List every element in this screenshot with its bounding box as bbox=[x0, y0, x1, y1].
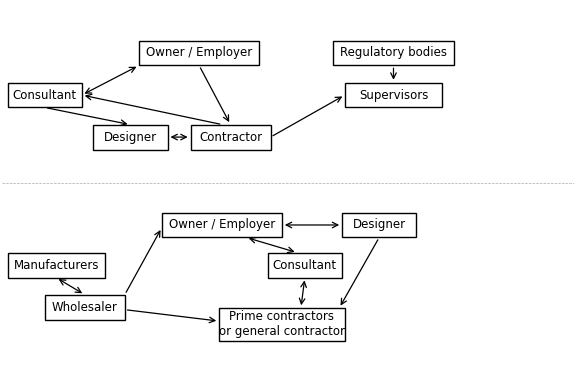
FancyBboxPatch shape bbox=[162, 213, 282, 238]
FancyBboxPatch shape bbox=[342, 213, 416, 238]
Text: Owner / Employer: Owner / Employer bbox=[146, 47, 252, 60]
Text: Owner / Employer: Owner / Employer bbox=[169, 219, 275, 231]
FancyBboxPatch shape bbox=[139, 40, 259, 65]
Text: Supervisors: Supervisors bbox=[359, 89, 428, 102]
FancyBboxPatch shape bbox=[45, 295, 125, 320]
FancyBboxPatch shape bbox=[93, 125, 168, 149]
Text: Manufacturers: Manufacturers bbox=[13, 259, 99, 272]
Text: Regulatory bodies: Regulatory bodies bbox=[340, 47, 447, 60]
Text: Designer: Designer bbox=[352, 219, 406, 231]
Text: Designer: Designer bbox=[104, 131, 157, 144]
FancyBboxPatch shape bbox=[7, 253, 105, 278]
FancyBboxPatch shape bbox=[268, 253, 342, 278]
Text: Wholesaler: Wholesaler bbox=[52, 301, 118, 314]
Text: Contractor: Contractor bbox=[199, 131, 262, 144]
FancyBboxPatch shape bbox=[334, 40, 454, 65]
FancyBboxPatch shape bbox=[7, 83, 82, 107]
Text: Prime contractors
or general contractor: Prime contractors or general contractor bbox=[219, 310, 345, 338]
FancyBboxPatch shape bbox=[345, 83, 442, 107]
FancyBboxPatch shape bbox=[190, 125, 271, 149]
Text: Consultant: Consultant bbox=[273, 259, 337, 272]
Text: Consultant: Consultant bbox=[13, 89, 76, 102]
FancyBboxPatch shape bbox=[219, 308, 345, 341]
